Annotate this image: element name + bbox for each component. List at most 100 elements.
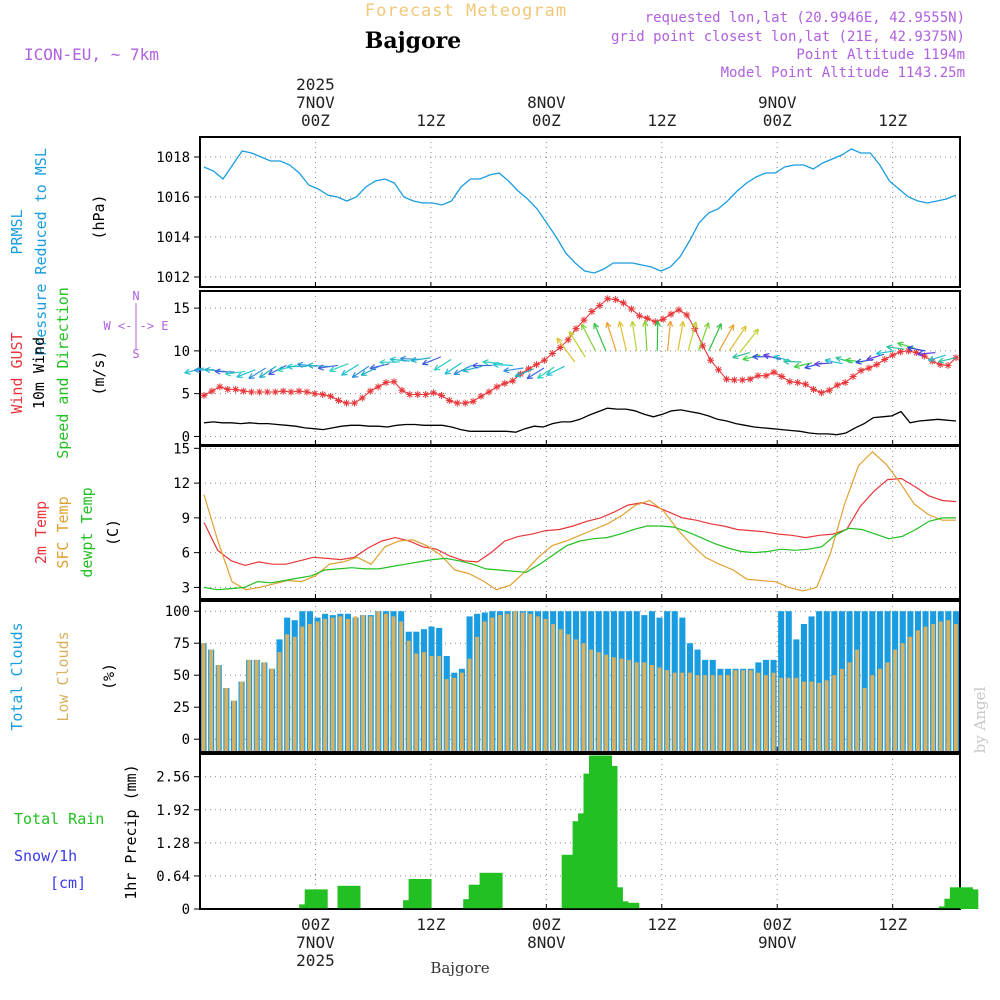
wind-direction-arrow (618, 321, 627, 352)
wind-gust-marker (358, 394, 366, 402)
wind-arrow-head (824, 358, 832, 365)
compass-n: N (132, 289, 139, 303)
wind-arrow-head (752, 328, 759, 336)
wind-arrow-head (341, 369, 348, 376)
wind-arrow-head (740, 325, 747, 333)
wind-gust-marker (786, 378, 794, 386)
precip-bar (955, 889, 979, 909)
wind-arrow-head (433, 364, 441, 371)
temp-label-sfc: SFC Temp (54, 496, 72, 568)
panel-frame (199, 136, 961, 288)
wind-direction-arrow (214, 370, 235, 373)
cloud-low-bar (353, 616, 358, 752)
wind-direction-arrow (938, 357, 957, 363)
cloud-low-bar (703, 675, 707, 752)
wind-direction-arrow (697, 322, 710, 352)
cloud-low-bar (467, 658, 472, 752)
top-tick-label: 00Z (301, 111, 330, 130)
wind-gust-marker (683, 311, 691, 319)
cloud-low-bar (330, 617, 335, 752)
bottom-tick-label: 00Z (301, 915, 330, 934)
wind-gust-marker (778, 373, 786, 381)
cloud-low-bar (672, 672, 677, 752)
wind-direction-arrow (482, 361, 503, 365)
wind-gust-marker (572, 325, 580, 333)
wind-arrow-head (917, 350, 924, 357)
precip-bar (479, 872, 503, 909)
cloud-low-bar (908, 636, 913, 752)
cloud-low-bar (490, 617, 495, 752)
cloud-low-bar (832, 675, 837, 752)
wind-direction-arrow (462, 365, 483, 372)
wind-arrow-head (814, 360, 821, 368)
wind-direction-arrow (739, 328, 759, 353)
wind-gust-marker (477, 392, 485, 400)
wind-direction-arrow (248, 367, 267, 380)
clouds-panel: 0 25 50 75 100 Total Clouds Low Clouds (%) (8, 600, 961, 753)
wind-arrow-head (526, 373, 534, 380)
wind-arrow-head (691, 321, 698, 328)
top-tick-label: 12Z (416, 111, 445, 130)
cloud-low-bar (589, 649, 593, 752)
cloud-low-bar (520, 612, 525, 752)
wind-gust-marker (691, 325, 699, 333)
wind-direction-arrow (526, 367, 545, 380)
cloud-low-bar (391, 616, 396, 752)
wind-gust-marker (224, 385, 232, 393)
cloud-low-bar (726, 675, 730, 752)
wind-gust-marker (430, 389, 438, 397)
meteogram-title: Forecast Meteogram (365, 1, 567, 21)
wind-gust-marker (453, 399, 461, 407)
cloud-low-bar (642, 662, 647, 752)
top-tick-label: 9NOV (758, 93, 797, 112)
wind-gust-marker (287, 388, 295, 396)
wind-arrow-head (360, 370, 368, 376)
y-tick-label: 1012 (156, 270, 190, 286)
wind-arrow-head (225, 370, 232, 377)
y-tick-label: 6 (182, 546, 190, 562)
top-tick-label: 00Z (532, 111, 561, 130)
precip-bar (337, 885, 361, 910)
wind-gust-marker (810, 385, 818, 393)
wind-direction-arrow (329, 363, 349, 372)
wind-gust-marker (342, 399, 350, 407)
wind-direction-arrow (307, 364, 328, 367)
precip-axis-title: 1hr Precip (mm) (122, 764, 140, 899)
wind-gust-marker (240, 387, 248, 395)
cloud-low-bar (292, 636, 297, 752)
wind-gust-marker (588, 308, 596, 316)
bottom-tick-label: 7NOV (296, 933, 335, 952)
wind-arrow-head (876, 349, 883, 356)
wind-direction-arrow (453, 364, 473, 375)
wind-direction-arrow (493, 363, 514, 367)
cloud-low-bar (718, 675, 723, 752)
wind-direction-arrow (763, 354, 782, 361)
location-title: Bajgore (365, 28, 461, 54)
wind-direction-arrow (631, 321, 638, 351)
wind-arrow-head (732, 353, 739, 360)
wind-direction-arrow (341, 364, 359, 376)
temp-sfc-line (203, 450, 956, 592)
wind-direction-arrow (503, 367, 524, 372)
wind-direction-arrow (537, 366, 555, 379)
cloud-low-bar (551, 624, 555, 752)
panel-frame (199, 445, 961, 600)
clouds-label-low: Low Clouds (54, 631, 72, 721)
cloud-low-bar (938, 621, 943, 752)
wind-gust-marker (794, 379, 802, 387)
cloud-low-bar (741, 670, 745, 752)
cloud-low-bar (505, 613, 510, 752)
wind-direction-arrow (728, 325, 747, 352)
wind-gust-marker (263, 388, 271, 396)
cloud-low-bar (574, 639, 578, 752)
y-tick-label: 75 (173, 636, 190, 652)
wind-direction-arrow (236, 369, 256, 378)
pressure-line (203, 148, 957, 274)
wind-direction-arrow (824, 359, 843, 365)
cloud-low-bar (764, 675, 768, 752)
y-tick-label: 1014 (156, 230, 190, 246)
wind-gust-marker (216, 383, 224, 391)
cloud-low-bar (368, 616, 373, 752)
wind-label-10m: 10m Wind (30, 337, 48, 409)
wind-gust-marker (525, 365, 533, 373)
